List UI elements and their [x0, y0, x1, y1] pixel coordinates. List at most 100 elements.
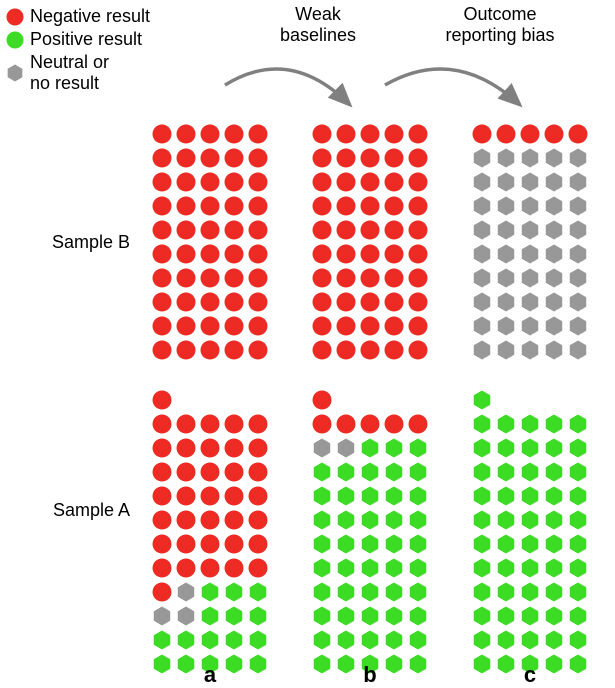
grid-row [150, 628, 270, 652]
grid-cell [246, 314, 270, 338]
grid-cell [174, 388, 198, 412]
grid-cell [470, 242, 494, 266]
grid-cell [198, 314, 222, 338]
grid-cell [246, 194, 270, 218]
grid-cell [246, 388, 270, 412]
grid-cell [174, 628, 198, 652]
grid-cell [382, 242, 406, 266]
grid-cell [542, 314, 566, 338]
panel-grid [470, 122, 590, 362]
grid-cell [222, 556, 246, 580]
grid-cell [246, 436, 270, 460]
grid-cell [334, 484, 358, 508]
grid-cell [222, 242, 246, 266]
grid-cell [566, 194, 590, 218]
header-label: Weakbaselines [258, 4, 378, 45]
grid-cell [334, 652, 358, 676]
grid-cell [518, 146, 542, 170]
grid-cell [310, 194, 334, 218]
header-label: Outcomereporting bias [420, 4, 580, 45]
grid-cell [542, 242, 566, 266]
grid-row [150, 338, 270, 362]
grid-cell [174, 122, 198, 146]
grid-row [150, 484, 270, 508]
grid-cell [246, 604, 270, 628]
grid-cell [566, 652, 590, 676]
grid-row [470, 484, 590, 508]
grid-cell [150, 314, 174, 338]
grid-cell [382, 484, 406, 508]
grid-cell [222, 194, 246, 218]
grid-cell [358, 146, 382, 170]
grid-cell [494, 508, 518, 532]
grid-cell [566, 556, 590, 580]
grid-row [150, 122, 270, 146]
grid-cell [518, 580, 542, 604]
panel-grid [150, 122, 270, 362]
grid-cell [406, 218, 430, 242]
grid-cell [542, 218, 566, 242]
grid-cell [174, 484, 198, 508]
grid-cell [566, 484, 590, 508]
panel-letter: b [360, 662, 380, 688]
grid-cell [150, 580, 174, 604]
grid-cell [150, 122, 174, 146]
grid-cell [566, 122, 590, 146]
grid-cell [222, 508, 246, 532]
grid-cell [566, 508, 590, 532]
legend-item: Neutral orno result [6, 52, 150, 94]
grid-cell [310, 508, 334, 532]
legend-label: Neutral orno result [30, 52, 109, 94]
grid-cell [174, 146, 198, 170]
grid-cell [246, 218, 270, 242]
grid-cell [382, 146, 406, 170]
grid-cell [518, 604, 542, 628]
grid-row [310, 242, 430, 266]
grid-cell [358, 388, 382, 412]
grid-row [310, 218, 430, 242]
grid-cell [150, 338, 174, 362]
grid-cell [174, 194, 198, 218]
grid-cell [334, 266, 358, 290]
grid-cell [406, 628, 430, 652]
grid-row [470, 532, 590, 556]
grid-cell [382, 652, 406, 676]
grid-cell [494, 194, 518, 218]
grid-cell [382, 412, 406, 436]
grid-cell [246, 290, 270, 314]
grid-row [310, 194, 430, 218]
grid-cell [518, 338, 542, 362]
grid-cell [406, 242, 430, 266]
grid-cell [382, 170, 406, 194]
grid-row [310, 290, 430, 314]
grid-cell [406, 436, 430, 460]
grid-cell [222, 146, 246, 170]
grid-cell [542, 170, 566, 194]
grid-cell [518, 388, 542, 412]
grid-cell [246, 628, 270, 652]
grid-cell [542, 412, 566, 436]
grid-cell [334, 194, 358, 218]
grid-cell [334, 122, 358, 146]
grid-row [470, 218, 590, 242]
grid-cell [174, 532, 198, 556]
grid-cell [518, 314, 542, 338]
grid-cell [334, 604, 358, 628]
grid-cell [470, 146, 494, 170]
grid-row [470, 122, 590, 146]
grid-row [470, 604, 590, 628]
grid-cell [542, 436, 566, 460]
grid-row [150, 218, 270, 242]
grid-cell [406, 170, 430, 194]
grid-cell [382, 628, 406, 652]
grid-cell [494, 460, 518, 484]
grid-cell [198, 194, 222, 218]
grid-cell [518, 508, 542, 532]
grid-cell [174, 556, 198, 580]
grid-cell [494, 388, 518, 412]
grid-row [310, 532, 430, 556]
grid-cell [494, 146, 518, 170]
grid-cell [246, 460, 270, 484]
grid-cell [358, 194, 382, 218]
grid-row [310, 146, 430, 170]
